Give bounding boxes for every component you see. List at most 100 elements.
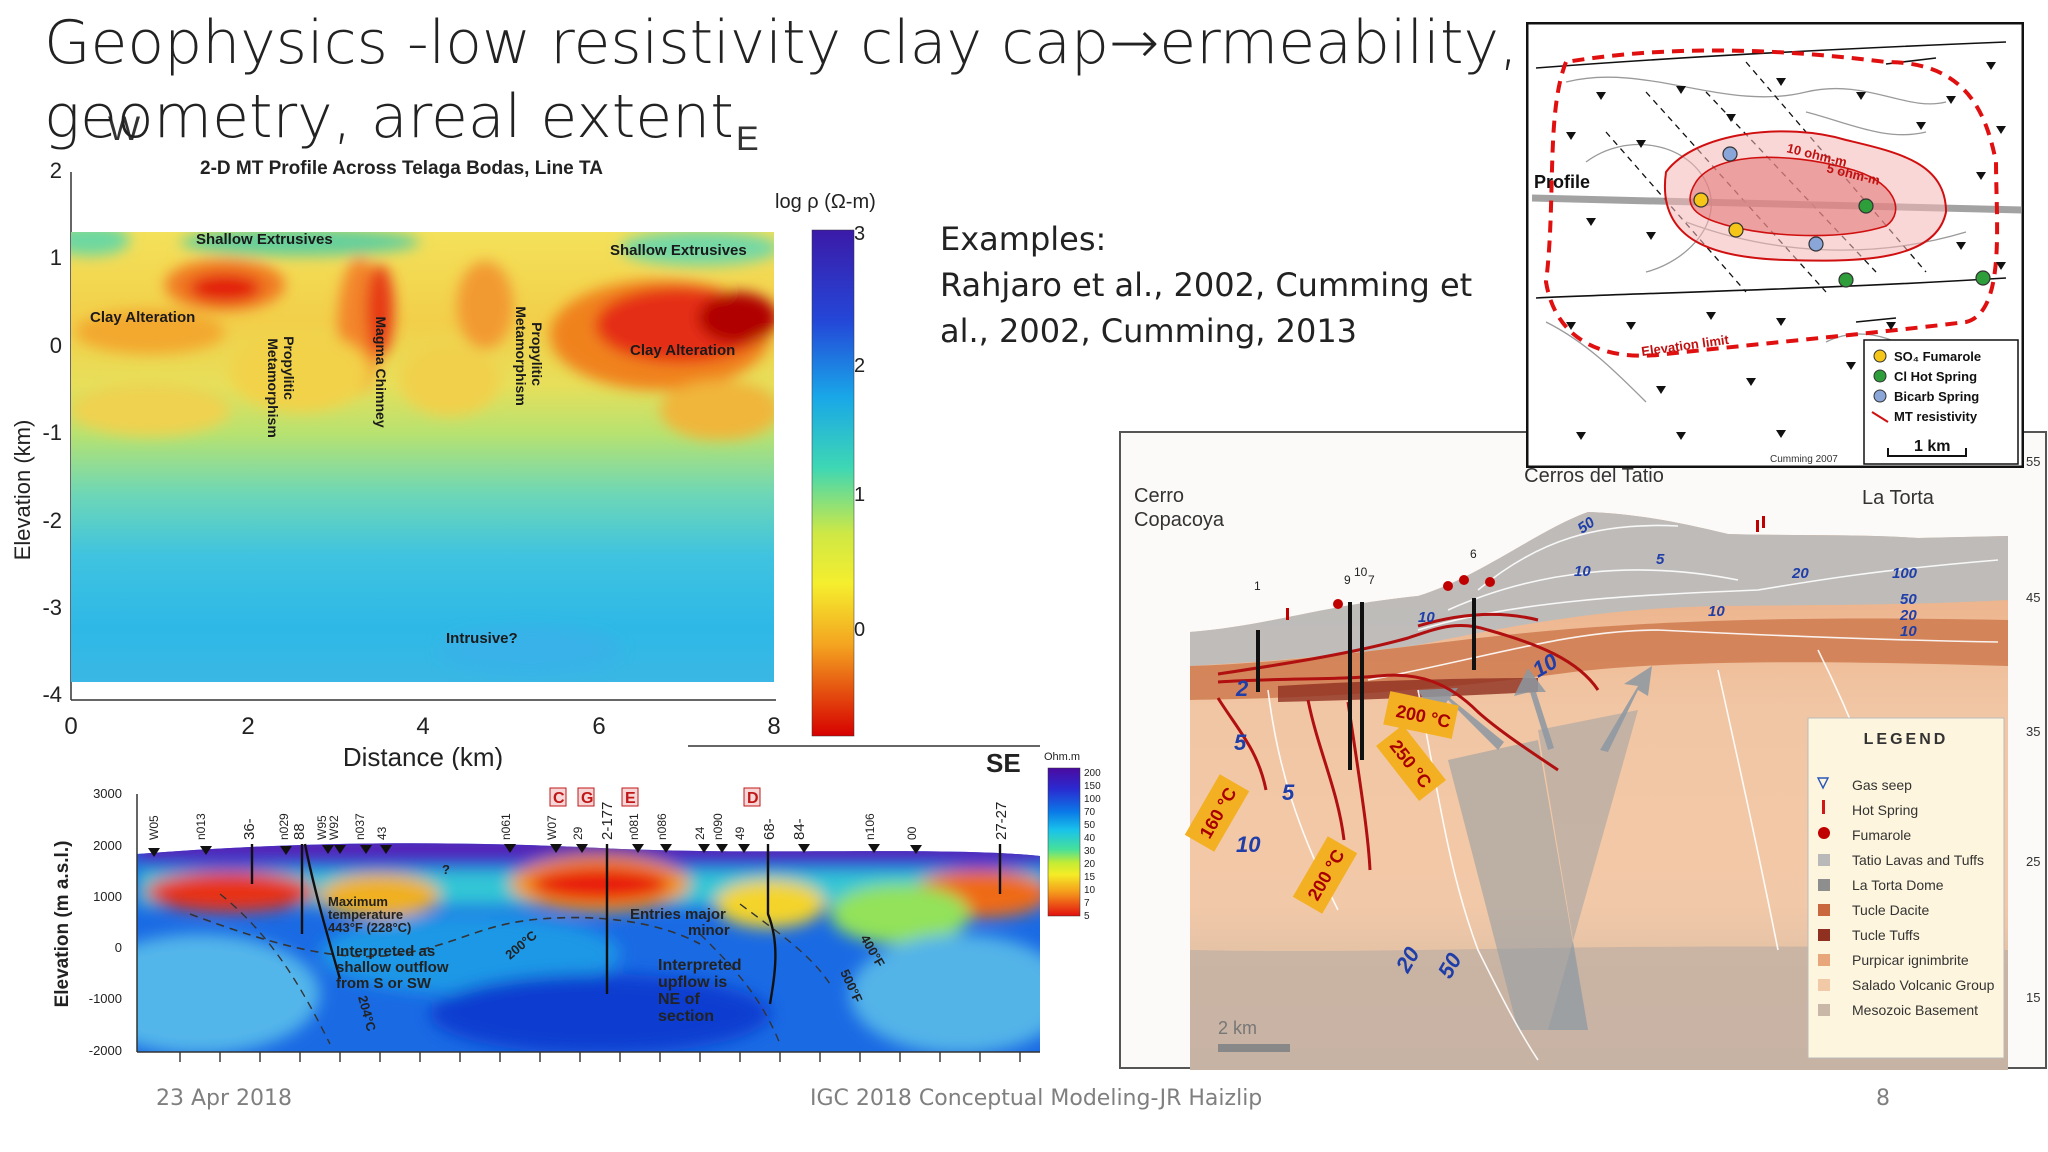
section-colorbar-tick: 5 (1084, 911, 1090, 922)
well-label: 00 (905, 826, 919, 840)
well-label: 88 (291, 823, 308, 840)
so4-fumarole-icon (1873, 349, 1887, 363)
mt-label-clay-left: Clay Alteration (90, 309, 195, 326)
tatio-section-svg: 1 9 10 7 6 Cerro Copacoya Cerros del Tat… (1119, 431, 2047, 1070)
plan-map-legend-item: MT resistivity (1894, 409, 1978, 424)
annotation-text: ? (442, 862, 450, 877)
well-label: W95 (315, 815, 329, 840)
tatio-legend-item: Hot Spring (1852, 802, 1918, 818)
tatio-well-label: 9 (1344, 573, 1351, 587)
tatio-contour-value: 5 (1656, 551, 1665, 568)
section-well-markers (148, 844, 922, 857)
well-label: n086 (655, 813, 669, 840)
section-ytick: 3000 (93, 786, 122, 801)
mt-ytick: -1 (42, 420, 62, 445)
tatio-cerro-label: Cerro (1134, 485, 1184, 507)
mt-ytick: -3 (42, 595, 62, 620)
tatio-right-tick: 15 (2026, 990, 2040, 1005)
tatio-contour-value: 10 (1236, 832, 1261, 857)
well-label: n061 (499, 813, 513, 840)
plan-map-legend-item: Bicarb Spring (1894, 389, 1979, 404)
well-label: 84- (791, 818, 808, 840)
well-label: 36- (241, 818, 258, 840)
annotation-text: upflow is (658, 974, 727, 991)
tatio-well-labels: 1 9 10 7 6 (1254, 547, 1477, 593)
tatio-upflow-zone (1448, 740, 1588, 1030)
tatio-la-torta-label: La Torta (1862, 487, 1935, 509)
tatio-well-label: 6 (1470, 547, 1477, 561)
mt-ytick: 0 (50, 333, 62, 358)
plan-map-legend-box (1863, 339, 2019, 465)
tatio-contour-value: 2 (1235, 676, 1249, 701)
footer-page-number: 8 (1876, 1086, 1890, 1111)
fumarole-icon (1818, 827, 1830, 839)
mt-x-axis-label: Distance (km) (343, 742, 503, 770)
tatio-right-tick: 45 (2026, 590, 2040, 605)
tatio-basement-layer (1190, 946, 2008, 1070)
tatio-contour-value: 10 (1418, 609, 1435, 626)
well-label: 27-27 (993, 802, 1010, 840)
tatio-right-ticks: 55 45 35 25 15 (2026, 454, 2040, 1005)
mt-xtick: 0 (64, 713, 77, 740)
tatio-legend-item: Tucle Tuffs (1852, 927, 1920, 943)
bicarb-spring-icon (1873, 389, 1887, 403)
tatio-contour-value: 5 (1234, 730, 1247, 755)
tatio-legend-item: Salado Volcanic Group (1852, 977, 1995, 993)
boxed-letter: C (553, 790, 565, 807)
section-ytick: 0 (115, 940, 122, 955)
tatio-upflow-zone-2 (1538, 710, 1638, 1030)
mt-colorbar (811, 229, 855, 737)
annotation-text: section (658, 1008, 714, 1025)
mt-ytick: 1 (50, 245, 62, 270)
tatio-wells (1256, 598, 1476, 770)
legend-swatch-purpicar (1818, 954, 1830, 966)
mt-label-intrusive: Intrusive? (446, 630, 518, 647)
tatio-legend-item: Fumarole (1852, 827, 1911, 843)
mt-xtick: 4 (416, 713, 429, 740)
tatio-well-label: 10 (1354, 565, 1368, 579)
legend-swatch-tatio-lavas (1818, 854, 1830, 866)
well-label: W92 (327, 815, 341, 840)
tatio-contour-value: 10 (1900, 623, 1917, 640)
section-colorbar-tick: 40 (1084, 833, 1096, 844)
section-colorbar-tick: 100 (1084, 794, 1101, 805)
tatio-copacoya-label: Copacoya (1134, 509, 1225, 531)
section-x-tick-marks (179, 1052, 1021, 1062)
boxed-letter: G (581, 790, 593, 807)
mt-colorbar-tick: 0 (854, 619, 865, 641)
tatio-cerros-label: Cerros del Tatio (1524, 465, 1664, 487)
legend-swatch-salado (1818, 979, 1830, 991)
mt-colorbar-ticks: 3 2 1 0 (854, 223, 865, 641)
tatio-well-label: 1 (1254, 579, 1261, 593)
slide-title: Geophysics -low resistivity clay cap→erm… (44, 8, 1519, 152)
examples-heading: Examples: (940, 220, 1107, 258)
tatio-fumarole-markers (1286, 516, 1765, 620)
mt-colorbar-tick: 3 (854, 223, 865, 245)
section-y-axis-label: Elevation (m a.s.l.) (52, 841, 73, 1008)
annotation-text: NE of (658, 991, 700, 1008)
tatio-right-tick: 55 (2026, 454, 2040, 469)
mt-label-clay-right: Clay Alteration (630, 342, 735, 359)
section-ytick: 2000 (93, 838, 122, 853)
plan-map-svg: Profile 10 ohm-m 5 ohm-m Elevation limit… (1525, 21, 2025, 469)
gas-seep-icon (1816, 777, 1830, 790)
tatio-contour-value: 10 (1708, 603, 1725, 620)
tatio-legend-item: Mesozoic Basement (1852, 1002, 1978, 1018)
well-label: 49 (733, 826, 747, 840)
tatio-legend-item: La Torta Dome (1852, 877, 1944, 893)
tatio-contour-value: 100 (1892, 565, 1918, 582)
well-label: 29 (571, 826, 585, 840)
annotation-text: shallow outflow (336, 959, 449, 976)
tatio-right-tick: 35 (2026, 724, 2040, 739)
annotation-text: temperature (328, 907, 403, 922)
tatio-contour-value: 50 (1900, 591, 1917, 608)
mt-ytick: -2 (42, 508, 62, 533)
tatio-contour-value: 20 (1791, 565, 1809, 582)
boxed-letter: E (625, 790, 636, 807)
well-label: 2-177 (599, 802, 616, 840)
mt-colorbar-tick: 1 (854, 484, 865, 506)
mt-x-ticks: 0 2 4 6 8 (64, 713, 780, 740)
legend-swatch-tucle-dacite (1818, 904, 1830, 916)
legend-swatch-tucle-tuffs (1818, 929, 1830, 941)
annotation-text: minor (688, 922, 730, 939)
